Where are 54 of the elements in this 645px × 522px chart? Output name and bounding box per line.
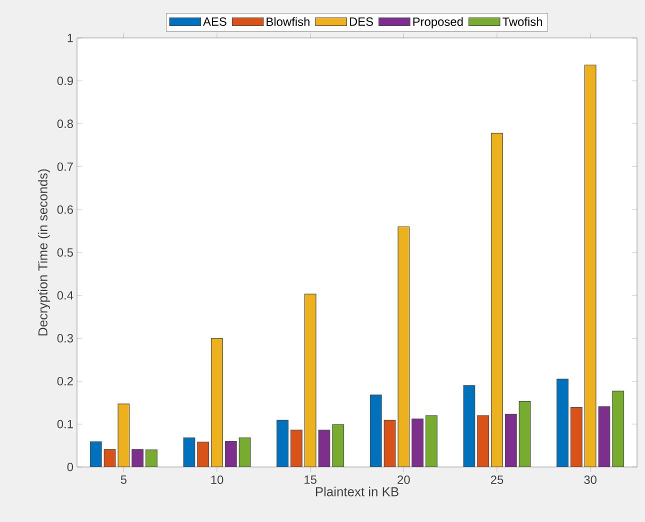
y-tick-label: 1 (68, 34, 73, 42)
bar (132, 449, 144, 467)
x-tick-label: 10 (211, 476, 224, 484)
legend-label: Twofish (502, 17, 542, 26)
y-tick-label: 0.2 (57, 376, 73, 386)
bar (118, 404, 130, 467)
x-tick-label: 20 (398, 476, 410, 484)
bar (146, 450, 158, 467)
legend-label: Proposed (413, 17, 463, 28)
legend-label: DES (350, 17, 373, 26)
legend-label: Blowfish (266, 17, 310, 26)
y-axis-title: Decryption Time (in seconds) (38, 169, 50, 336)
bar (570, 407, 582, 467)
bar (612, 390, 624, 467)
bar (304, 294, 316, 467)
bar (504, 414, 517, 467)
bar (238, 438, 251, 467)
bar (211, 338, 223, 467)
x-tick-label: 30 (584, 476, 597, 484)
x-axis-title: Plaintext in KB (316, 486, 398, 496)
x-tick-label: 5 (120, 476, 126, 484)
bar (477, 415, 490, 467)
y-tick-label: 0.3 (57, 334, 73, 343)
bar (584, 64, 596, 467)
bar (556, 378, 568, 467)
bar (398, 226, 410, 467)
bar (412, 418, 424, 467)
y-tick-label: 0.8 (57, 120, 73, 128)
y-tick-label: 0.4 (57, 291, 74, 300)
bar (426, 415, 438, 467)
bar (518, 401, 531, 467)
legend-label: AES (203, 17, 226, 26)
bar (90, 442, 102, 467)
bar (384, 420, 396, 467)
y-tick-label: 0 (67, 462, 74, 472)
bar (318, 430, 330, 467)
y-tick-label: 0.5 (57, 248, 73, 257)
x-tick-label: 15 (304, 476, 316, 484)
bar (197, 442, 210, 467)
y-tick-label: 0.6 (57, 205, 73, 214)
bar (332, 424, 344, 467)
bar (463, 385, 476, 467)
bar (276, 420, 288, 467)
bar (491, 132, 503, 467)
x-tick-label: 25 (490, 476, 504, 484)
bar (290, 430, 302, 467)
bar (104, 449, 116, 467)
bar (370, 394, 382, 467)
bar (224, 440, 237, 467)
bar (598, 406, 610, 467)
y-tick-label: 0.9 (57, 76, 73, 86)
y-tick-label: 0.1 (57, 420, 73, 428)
bar (183, 438, 196, 467)
y-tick-label: 0.7 (57, 162, 73, 171)
